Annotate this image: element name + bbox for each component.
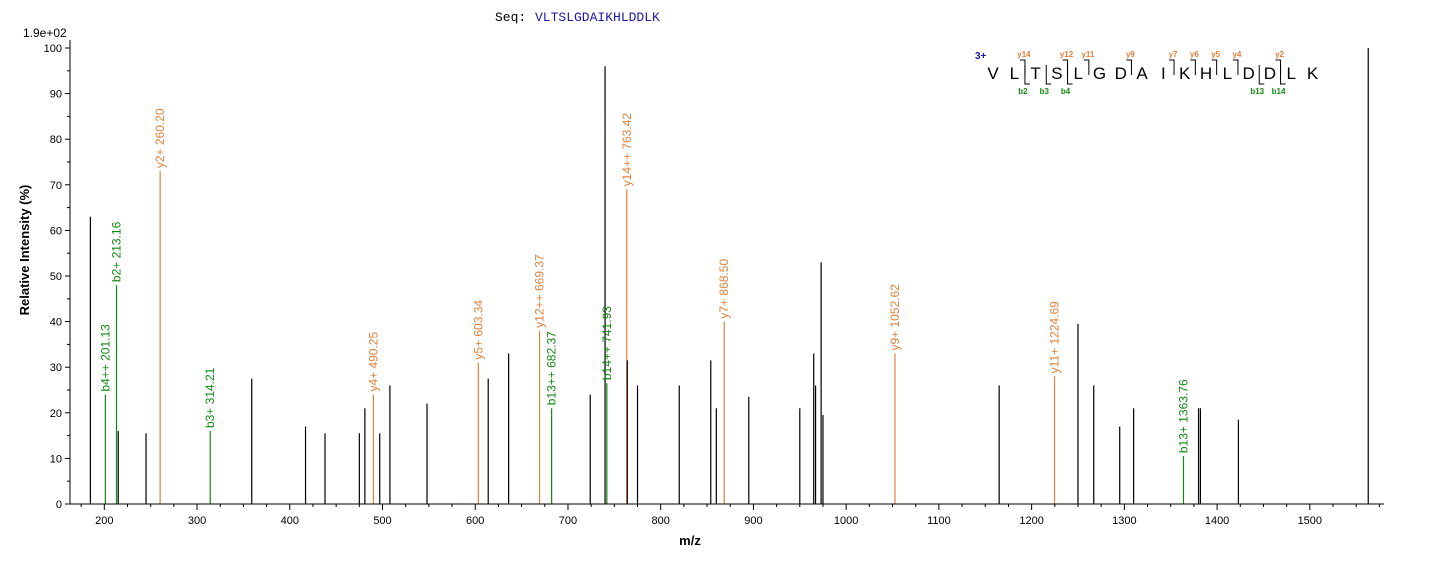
y-ion-label: y14: [1017, 50, 1031, 59]
sequence-residue: L: [1010, 64, 1019, 83]
b-ion-label: b13: [1250, 87, 1264, 96]
x-tick-label: 300: [188, 515, 206, 527]
y-ion-bracket: [1062, 59, 1069, 75]
b-ion-bracket: [1045, 65, 1052, 85]
sequence-residue: K: [1307, 64, 1319, 83]
x-tick-label: 700: [559, 515, 577, 527]
y-ion-label: y11: [1081, 50, 1094, 59]
y-ion-label: y6: [1190, 50, 1199, 59]
peak-label: b2+ 213.16: [110, 221, 124, 282]
y-tick-label: 0: [56, 499, 62, 511]
x-tick-label: 1000: [834, 515, 858, 527]
b-ion-bracket: [1280, 65, 1286, 85]
sequence-residue: I: [1161, 64, 1166, 83]
y-ion-bracket: [1169, 59, 1175, 75]
x-tick-label: 200: [95, 515, 113, 527]
b-ion-bracket: [1067, 65, 1073, 85]
y-ion-bracket: [1126, 59, 1132, 75]
y-tick-label: 80: [50, 134, 62, 146]
x-tick-label: 1200: [1019, 515, 1043, 527]
b-ion-label: b4: [1061, 87, 1071, 96]
peak-label: b4++ 201.13: [98, 324, 112, 392]
peak-label: y2+ 260.20: [153, 108, 167, 168]
y-axis-title: Relative Intensity (%): [17, 185, 32, 316]
sequence-residue: L: [1073, 64, 1082, 83]
b-ion-label: b3: [1040, 87, 1050, 96]
y-tick-label: 50: [50, 271, 62, 283]
sequence-residue: A: [1136, 64, 1148, 83]
y-tick-label: 20: [50, 408, 62, 420]
charge-state-label: 3+: [975, 51, 987, 62]
y-ion-label: y4: [1232, 50, 1241, 59]
sequence-residue: S: [1051, 64, 1062, 83]
peaks-layer: b4++ 201.13 b2+ 213.16 y2+ 260.20 b3+ 314.2…: [89, 48, 1369, 504]
x-tick-label: 1100: [927, 515, 951, 527]
y-ion-label: y12: [1060, 50, 1074, 59]
y-ion-bracket: [1232, 59, 1239, 75]
peak-label: b13++ 682.37: [545, 331, 559, 405]
sequence-residue: T: [1030, 64, 1040, 83]
x-tick-label: 800: [652, 515, 670, 527]
x-axis-title: m/z: [679, 533, 701, 548]
sequence-residue: G: [1093, 64, 1106, 83]
x-tick-label: 1500: [1298, 515, 1322, 527]
sequence-title: VLTSLGDAIKHLDDLK: [535, 10, 660, 25]
b-ion-label: b14: [1272, 87, 1286, 96]
peak-label: y5+ 603.34: [471, 300, 485, 360]
peak-label: y12++ 669.37: [533, 254, 547, 328]
sequence-residue: D: [1264, 64, 1276, 83]
sequence-residue: D: [1115, 64, 1127, 83]
y-ion-label: y2: [1275, 50, 1284, 59]
y-tick-label: 90: [50, 89, 62, 101]
peak-label: y14++ 763.42: [620, 113, 634, 187]
peak-label: y11+ 1224.69: [1048, 301, 1062, 374]
x-tick-label: 500: [373, 515, 391, 527]
y-tick-label: 10: [50, 453, 62, 465]
sequence-residue: H: [1200, 64, 1212, 83]
sequence-residue: L: [1223, 64, 1232, 83]
sequence-title-prefix: Seq:: [495, 10, 526, 25]
peak-label: y9+ 1052.62: [888, 284, 902, 351]
x-tick-label: 400: [281, 515, 299, 527]
y-ion-bracket: [1083, 59, 1090, 75]
axes-layer: [69, 40, 1384, 505]
b-ion-label: b2: [1018, 87, 1028, 96]
y-tick-label: 60: [50, 225, 62, 237]
x-tick-label: 600: [466, 515, 484, 527]
sequence-residue: K: [1179, 64, 1191, 83]
y-ion-bracket: [1019, 59, 1026, 75]
peak-label: b14++ 741.93: [600, 306, 614, 380]
y-ion-label: y9: [1126, 50, 1135, 59]
sequence-residue: L: [1286, 64, 1295, 83]
y-tick-label: 30: [50, 362, 62, 374]
y-ion-bracket: [1275, 59, 1282, 75]
y-tick-label: 70: [50, 180, 62, 192]
y-ion-bracket: [1211, 59, 1218, 75]
max-intensity-label: 1.9e+02: [23, 26, 67, 40]
x-tick-label: 900: [744, 515, 762, 527]
ticks-layer: 0 10 20 30 40 50 60 70 80 90 100 200 300 400 500 600 700…: [44, 43, 1380, 527]
x-tick-label: 1400: [1205, 515, 1229, 527]
sequence-residue: D: [1242, 64, 1254, 83]
y-ion-label: y7: [1169, 50, 1178, 59]
b-ion-bracket: [1024, 65, 1030, 85]
peak-label: y7+ 868.50: [717, 259, 731, 319]
b-ion-bracket: [1258, 65, 1265, 85]
y-ion-bracket: [1190, 59, 1196, 75]
peak-label: b13+ 1363.76: [1176, 379, 1190, 453]
y-ion-label: y5: [1211, 50, 1220, 59]
peak-label: y4+ 490.25: [366, 332, 380, 392]
y-tick-label: 40: [50, 317, 62, 329]
x-tick-label: 1300: [1112, 515, 1136, 527]
y-tick-label: 100: [44, 43, 62, 55]
peak-label: b3+ 314.21: [203, 367, 217, 428]
sequence-residue: V: [987, 64, 999, 83]
